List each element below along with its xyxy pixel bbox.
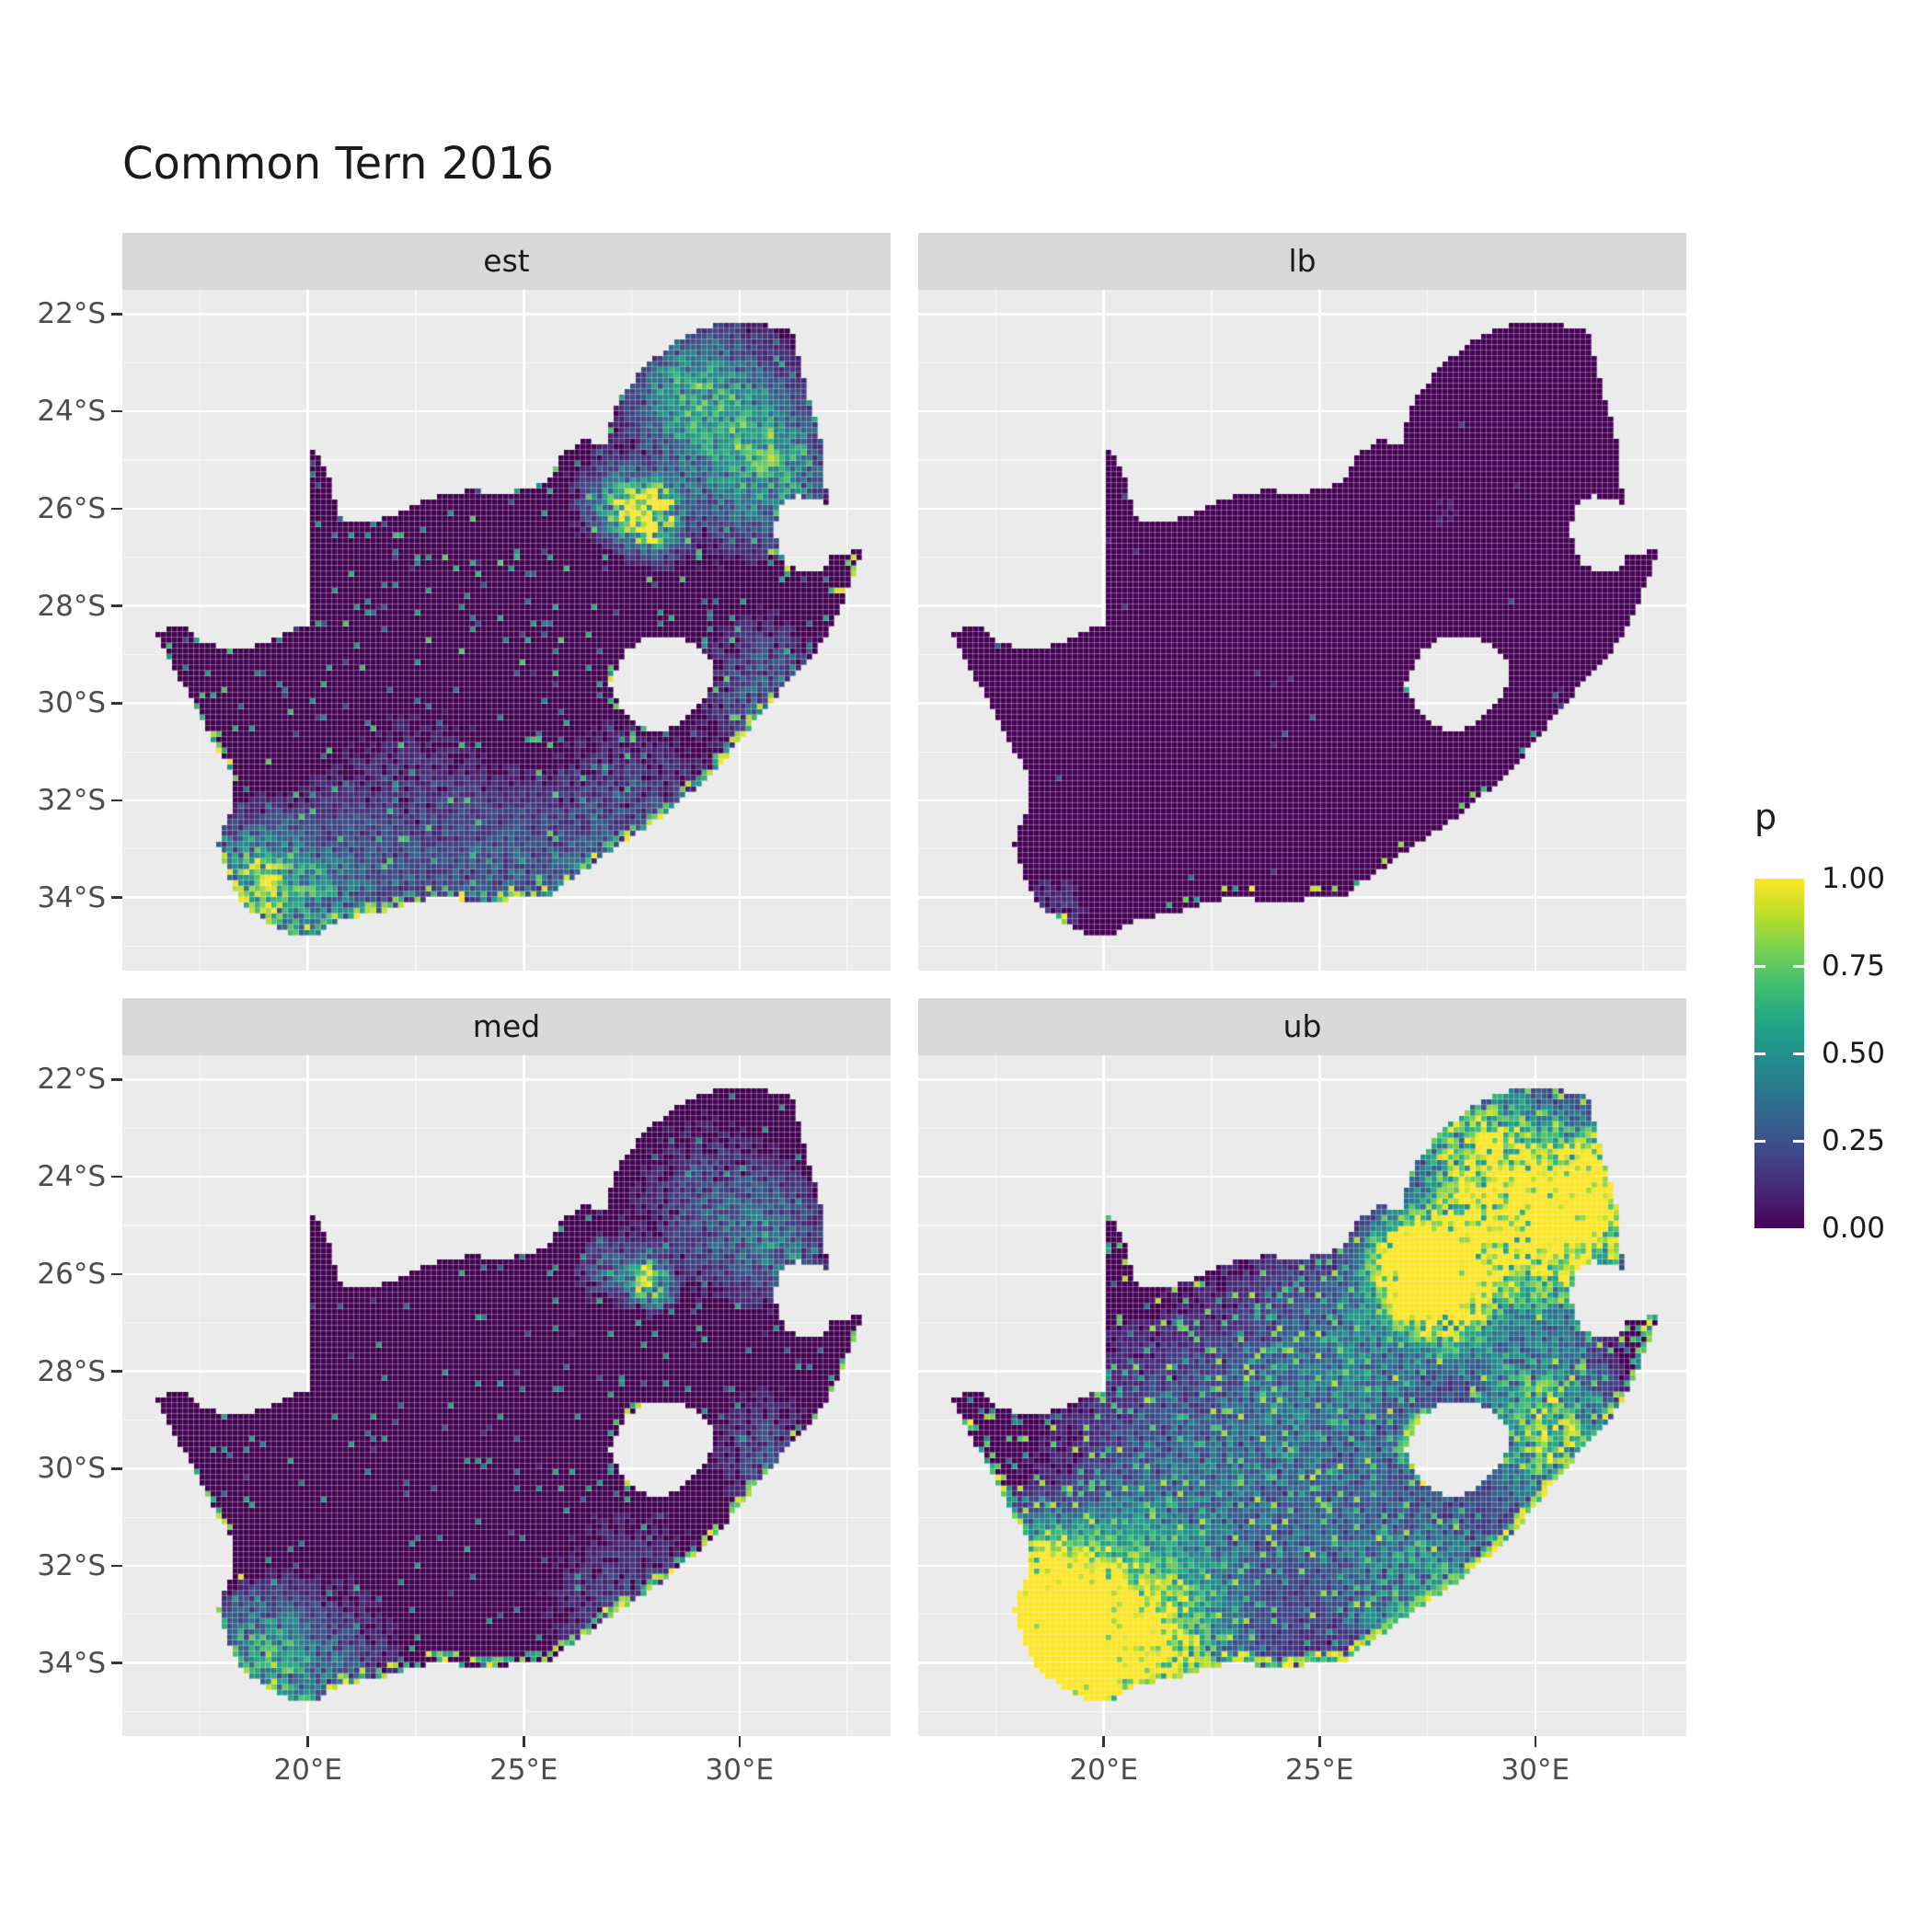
map-canvas-lb bbox=[918, 290, 1686, 971]
y-axis-tick bbox=[111, 799, 122, 802]
y-axis-tick bbox=[111, 1564, 122, 1568]
facet-lb: lb bbox=[918, 233, 1686, 971]
facet-panel-lb bbox=[918, 290, 1686, 971]
y-axis-tick bbox=[111, 409, 122, 413]
x-axis-tick bbox=[1102, 1736, 1105, 1747]
x-axis-tick bbox=[738, 1736, 742, 1747]
y-axis-label: 32°S bbox=[37, 1549, 106, 1582]
legend-tick bbox=[1754, 1139, 1765, 1143]
y-axis-tick bbox=[111, 604, 122, 607]
map-canvas-est bbox=[122, 290, 891, 971]
legend-tick bbox=[1793, 1139, 1804, 1143]
x-axis-tick bbox=[523, 1736, 525, 1747]
y-axis-tick bbox=[111, 1662, 122, 1664]
y-axis-label: 34°S bbox=[37, 1646, 106, 1680]
facet-strip-med: med bbox=[122, 998, 891, 1055]
facet-strip-ub: ub bbox=[918, 998, 1686, 1055]
facet-est: est bbox=[122, 233, 891, 971]
y-axis-label: 26°S bbox=[37, 491, 106, 525]
legend-tick bbox=[1754, 964, 1765, 968]
x-axis-tick bbox=[306, 1736, 309, 1747]
y-axis-label: 26°S bbox=[37, 1257, 106, 1291]
y-axis-label: 28°S bbox=[37, 1354, 106, 1388]
y-axis-label: 32°S bbox=[37, 784, 106, 817]
x-axis-label: 30°E bbox=[1501, 1754, 1570, 1787]
x-axis-label: 25°E bbox=[1284, 1754, 1354, 1787]
legend-tick-label: 0.75 bbox=[1822, 949, 1886, 983]
legend-tick-label: 1.00 bbox=[1822, 862, 1886, 895]
y-axis-tick bbox=[111, 1175, 122, 1179]
facet-strip-est: est bbox=[122, 233, 891, 290]
y-axis-tick bbox=[111, 507, 122, 511]
facet-ub: ub bbox=[918, 998, 1686, 1736]
legend-tick-label: 0.50 bbox=[1822, 1037, 1886, 1070]
legend-tick bbox=[1754, 1052, 1765, 1055]
y-axis-label: 22°S bbox=[37, 297, 106, 331]
y-axis-label: 22°S bbox=[37, 1063, 106, 1097]
map-canvas-med bbox=[122, 1055, 891, 1736]
y-axis-label: 30°S bbox=[37, 686, 106, 720]
y-axis-tick bbox=[111, 702, 122, 705]
y-axis-tick bbox=[111, 1272, 122, 1276]
y-axis-tick bbox=[111, 1370, 122, 1373]
x-axis-label: 20°E bbox=[1069, 1754, 1138, 1787]
legend-tick bbox=[1793, 964, 1804, 968]
x-axis-label: 30°E bbox=[705, 1754, 775, 1787]
legend-tick bbox=[1793, 1052, 1804, 1055]
legend-title: p bbox=[1754, 797, 1777, 837]
x-axis-label: 25°E bbox=[489, 1754, 558, 1787]
facet-panel-est bbox=[122, 290, 891, 971]
y-axis-tick bbox=[111, 896, 122, 899]
y-axis-label: 30°S bbox=[37, 1452, 106, 1486]
y-axis-label: 28°S bbox=[37, 589, 106, 623]
legend-tick-label: 0.25 bbox=[1822, 1124, 1886, 1157]
y-axis-tick bbox=[111, 1467, 122, 1470]
facet-strip-label: ub bbox=[1282, 1008, 1322, 1044]
x-axis-tick bbox=[1318, 1736, 1321, 1747]
facet-strip-label: est bbox=[483, 243, 530, 279]
y-axis-tick bbox=[111, 313, 122, 316]
x-axis-tick bbox=[1534, 1736, 1537, 1747]
legend-tick-label: 0.00 bbox=[1822, 1212, 1886, 1245]
y-axis-label: 24°S bbox=[37, 395, 106, 429]
facet-panel-ub bbox=[918, 1055, 1686, 1736]
plot-title: Common Tern 2016 bbox=[122, 138, 554, 190]
y-axis-label: 24°S bbox=[37, 1160, 106, 1194]
facet-strip-label: lb bbox=[1288, 243, 1317, 279]
y-axis-label: 34°S bbox=[37, 880, 106, 914]
y-axis-tick bbox=[111, 1078, 122, 1081]
x-axis-label: 20°E bbox=[273, 1754, 342, 1787]
facet-panel-med bbox=[122, 1055, 891, 1736]
facet-strip-lb: lb bbox=[918, 233, 1686, 290]
facet-strip-label: med bbox=[472, 1008, 541, 1044]
facet-med: med bbox=[122, 998, 891, 1736]
map-canvas-ub bbox=[918, 1055, 1686, 1736]
